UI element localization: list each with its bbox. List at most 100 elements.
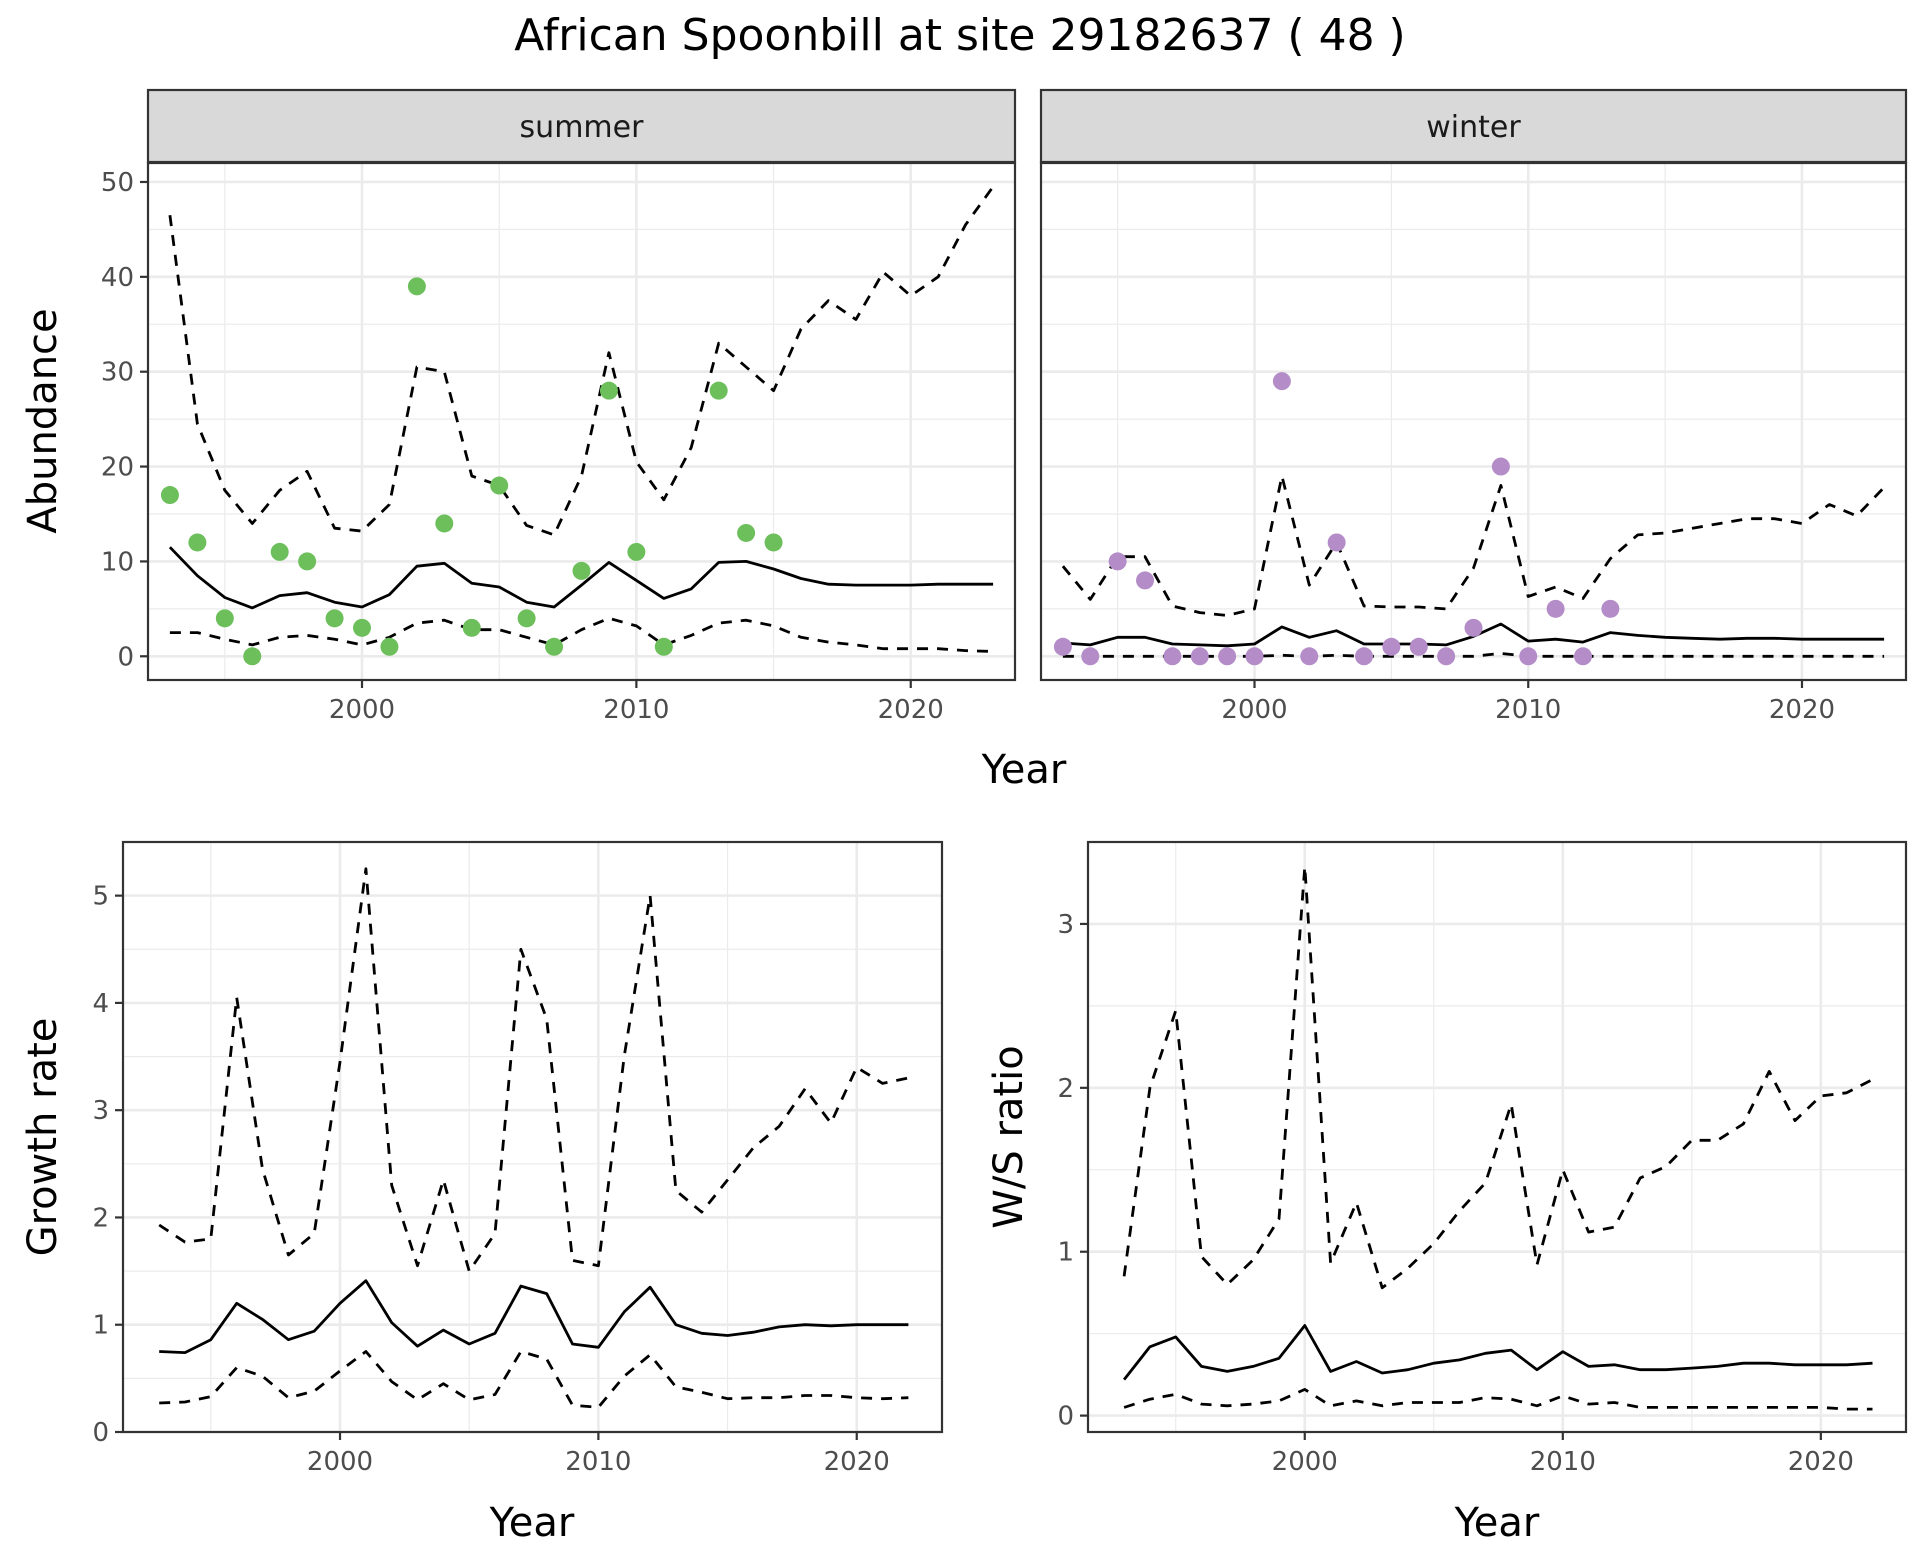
observation-point [1491,457,1510,476]
observation-point [1546,599,1565,618]
facet-strip-label: winter [1426,110,1521,145]
observation-point [709,381,728,400]
observation-point [490,476,509,495]
observation-point [1218,647,1237,666]
observation-point [1382,637,1401,656]
observation-point [1327,533,1346,552]
interval-line-2 [169,616,994,653]
observation-point [1190,647,1209,666]
observation-point [160,486,179,505]
observation-point [1409,637,1428,656]
panel-growth: 2000 2010 2020 0 1 2 3 4 5 Growth rate Year [20,840,944,1546]
x-axis-title: Year [1454,1500,1540,1546]
observation-point [1272,372,1291,391]
observation-point [764,533,783,552]
observation-point [215,609,234,628]
observation-point [380,637,399,656]
interval-line-1 [1061,474,1886,617]
observation-point [1136,571,1155,590]
interval-line-2 [159,1350,909,1409]
panel-border [1086,840,1908,1434]
x-tick-label: 2000 [1221,695,1287,725]
y-tick-label: 1 [92,1311,109,1341]
observation-point [545,637,564,656]
observation-point [270,542,289,561]
panel-background [148,163,1015,680]
panel-winter: winter 2000 2010 2020 [1039,88,1908,725]
observation-point [188,533,207,552]
y-axis-title: Growth rate [20,1018,66,1257]
observation-point [1355,647,1374,666]
x-tick-label: 2010 [1530,1447,1596,1477]
y-tick-label: 3 [1057,910,1074,940]
x-tick-label: 2020 [824,1447,890,1477]
observation-point [325,609,344,628]
observation-point [298,552,317,571]
observation-point [1081,647,1100,666]
observation-point [627,542,646,561]
observation-point [1519,647,1538,666]
observation-point [1163,647,1182,666]
chart-title: African Spoonbill at site 29182637 ( 48 … [514,10,1405,61]
observation-point [1601,599,1620,618]
observation-point [572,561,591,580]
panel-background [123,842,942,1432]
observation-point [1437,647,1456,666]
y-tick-label: 30 [101,358,134,388]
y-tick-label: 3 [92,1096,109,1126]
median-line-0 [1122,1324,1873,1381]
x-axis-title-top: Year [981,747,1067,793]
interval-line-1 [1122,865,1874,1290]
y-tick-label: 2 [92,1203,109,1233]
interval-line-2 [1062,652,1885,658]
y-tick-label: 1 [1057,1238,1074,1268]
y-tick-label: 0 [1057,1402,1074,1432]
panel-background [1088,842,1906,1432]
y-axis-title: W/S ratio [986,1045,1032,1228]
observation-point [1108,552,1127,571]
facet-strip [146,88,1017,164]
observation-point [517,609,536,628]
panel-ratio: 2000 2010 2020 0 1 2 3 W/S ratio Year [986,840,1908,1546]
observation-point [462,618,481,637]
panel-background [1041,163,1906,680]
x-tick-label: 2000 [307,1447,373,1477]
x-tick-label: 2000 [1272,1447,1338,1477]
observation-point [1573,647,1592,666]
y-tick-label: 5 [92,882,109,912]
x-tick-label: 2020 [1769,695,1835,725]
x-tick-label: 2010 [565,1447,631,1477]
median-line-0 [168,546,994,610]
observation-point [1245,647,1264,666]
y-tick-label: 0 [117,642,134,672]
observation-point [353,618,372,637]
observation-point [435,514,454,533]
facet-strip-label: summer [520,110,645,145]
y-tick-label: 0 [92,1418,109,1448]
y-tick-label: 2 [1057,1074,1074,1104]
observation-point [1053,637,1072,656]
observation-point [599,381,618,400]
interval-line-1 [158,867,909,1273]
observation-point [1464,618,1483,637]
y-tick-label: 20 [101,453,134,483]
panel-summer: summer 2000 2010 2020 0 10 20 30 40 50 Abundance [20,88,1017,725]
observation-point [654,637,673,656]
facet-strip [1039,88,1908,164]
x-tick-label: 2010 [603,695,669,725]
observation-point [1300,647,1319,666]
y-tick-label: 4 [92,989,109,1019]
interval-line-1 [168,185,995,537]
x-tick-label: 2010 [1495,695,1561,725]
x-tick-label: 2000 [329,695,395,725]
observation-point [737,523,756,542]
y-tick-label: 50 [101,168,134,198]
observation-point [243,647,262,666]
x-tick-label: 2020 [1788,1447,1854,1477]
interval-line-2 [1123,1388,1873,1411]
y-tick-label: 40 [101,263,134,293]
panel-border [121,840,944,1434]
x-axis-title: Year [489,1500,575,1546]
